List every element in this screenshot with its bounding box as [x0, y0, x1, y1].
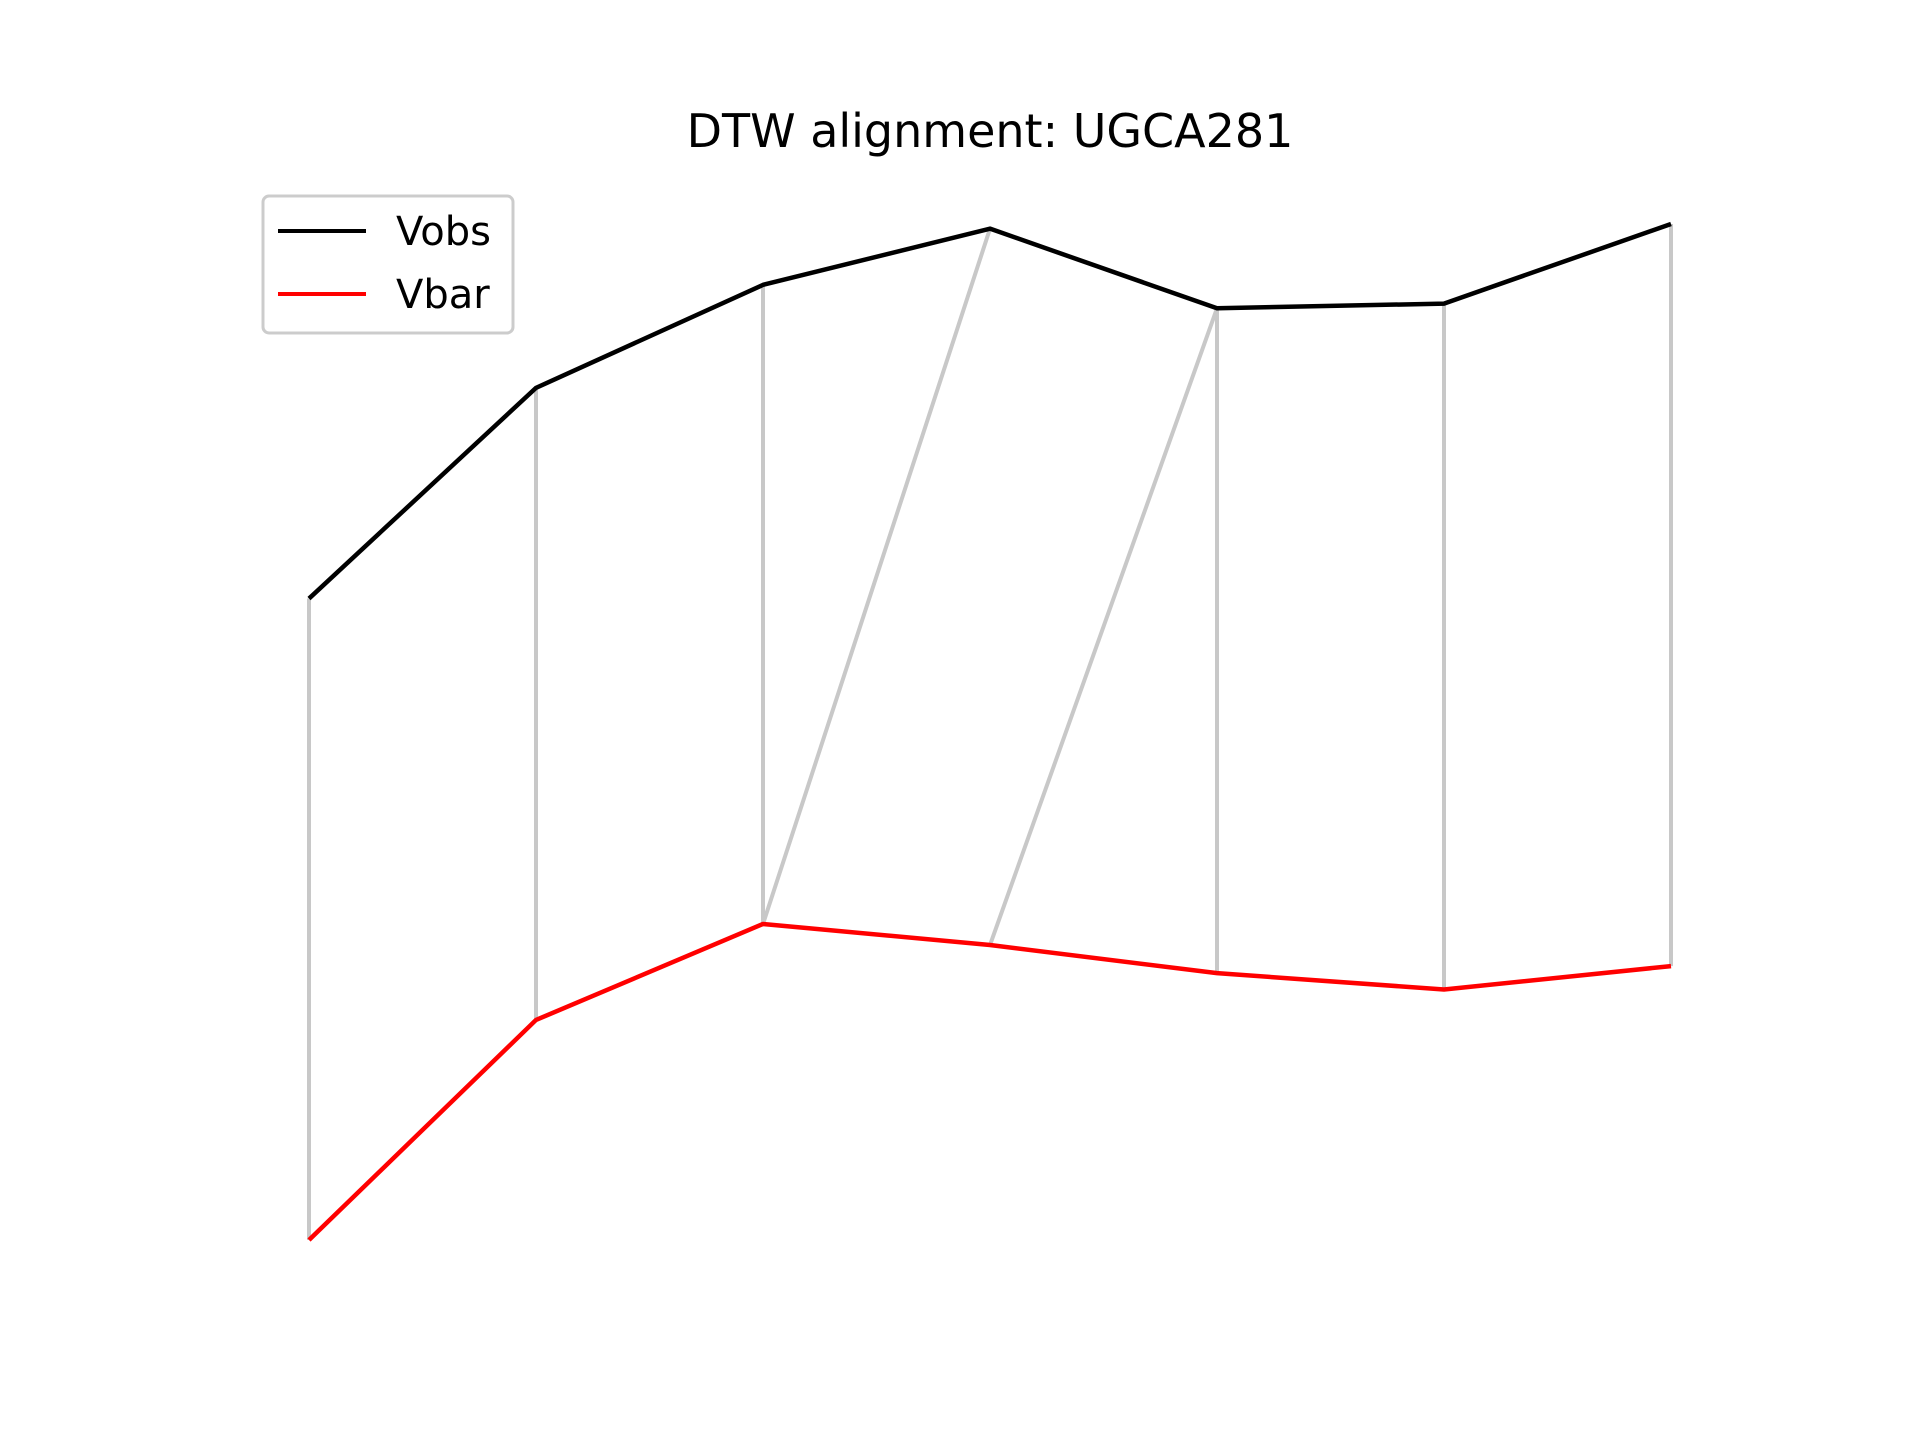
- legend-label-vbar: Vbar: [396, 272, 490, 318]
- chart-title: DTW alignment: UGCA281: [687, 104, 1294, 158]
- legend-label-vobs: Vobs: [396, 209, 491, 255]
- alignment-line-3-2: [761, 228, 992, 925]
- alignment-line-4-3: [988, 307, 1219, 946]
- series-lines: [307, 221, 1672, 1242]
- legend: Vobs Vbar: [261, 194, 515, 335]
- series-line-vbar: [307, 921, 1672, 1242]
- series-line-vobs: [307, 221, 1672, 601]
- alignment-lines: [307, 224, 1673, 1240]
